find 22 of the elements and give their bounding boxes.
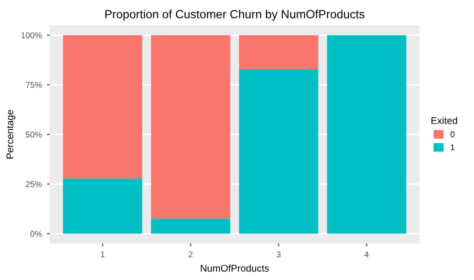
x-tick-label: 1 [100, 252, 104, 258]
y-tick-label: 100% [21, 32, 42, 38]
chart-title: Proportion of Customer Churn by NumOfProducts [105, 10, 364, 21]
bar [239, 69, 318, 234]
bar [151, 35, 230, 219]
bar [239, 35, 318, 70]
y-tick-label: 50% [26, 132, 42, 138]
y-axis-title: Percentage [6, 110, 16, 158]
legend-label: 1 [450, 144, 454, 150]
legend-title: Exited [431, 116, 458, 124]
bar [327, 35, 406, 234]
x-axis-title: NumOfProducts [200, 264, 269, 272]
bar [151, 218, 230, 234]
x-tick-label: 2 [188, 251, 193, 258]
bar [62, 35, 142, 179]
y-tick-label: 75% [26, 82, 42, 88]
x-tick-label: 4 [364, 252, 369, 258]
legend-label: 0 [450, 131, 455, 138]
x-tick-label: 3 [276, 251, 281, 258]
y-tick-label: 0% [30, 230, 42, 237]
y-tick-label: 25% [26, 181, 42, 188]
bar [62, 178, 142, 234]
